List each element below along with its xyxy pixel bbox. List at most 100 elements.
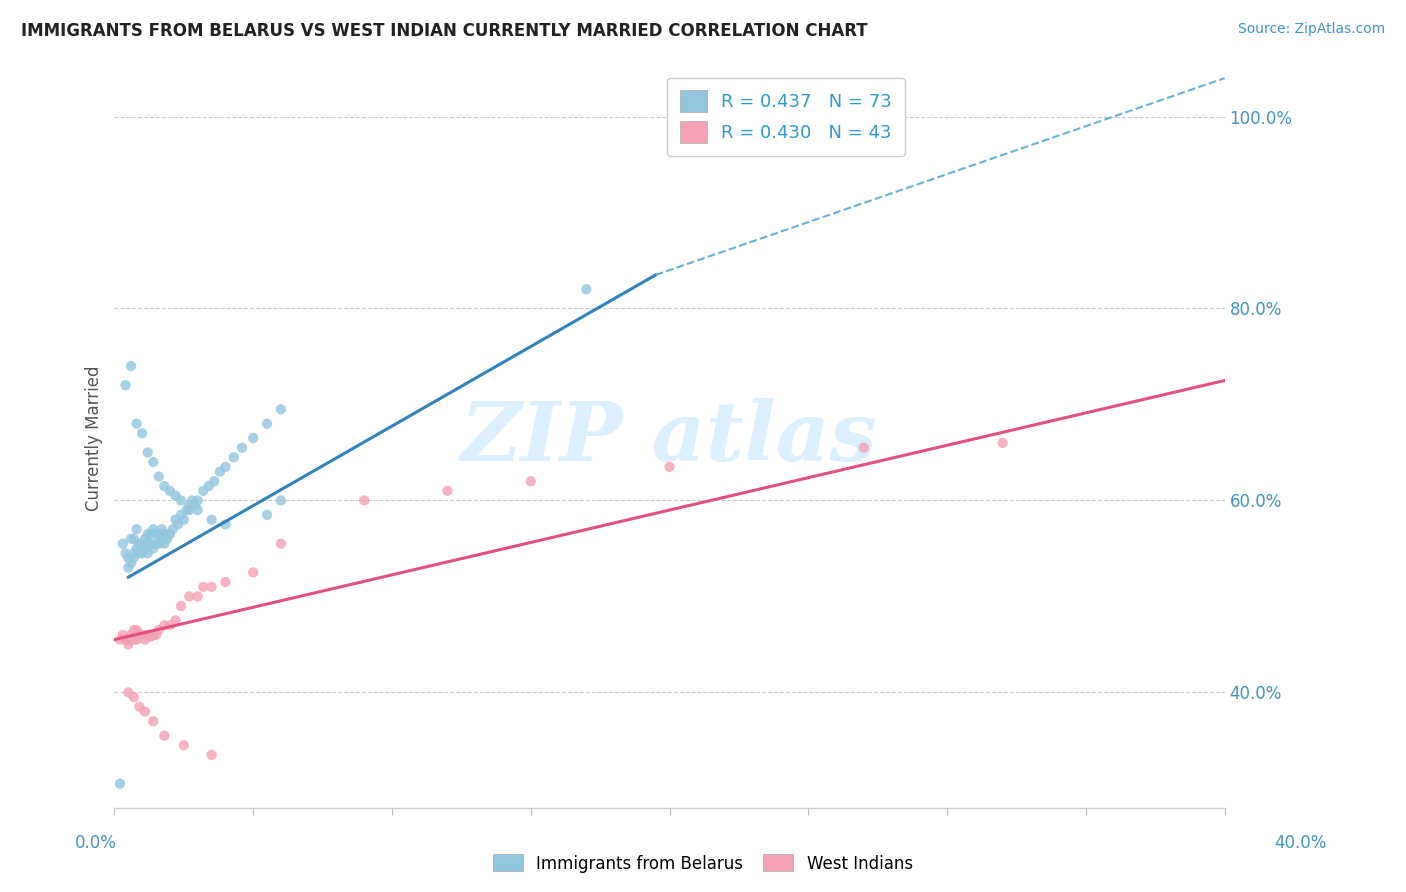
Point bbox=[173, 738, 195, 752]
Point bbox=[200, 513, 222, 527]
Point bbox=[117, 685, 139, 699]
Point bbox=[256, 508, 278, 522]
Point bbox=[145, 536, 167, 550]
Text: ZIP atlas: ZIP atlas bbox=[461, 398, 877, 478]
Point bbox=[134, 632, 156, 647]
Point bbox=[658, 459, 681, 474]
Point bbox=[136, 536, 159, 550]
Point bbox=[117, 560, 139, 574]
Point bbox=[139, 630, 162, 644]
Point bbox=[128, 546, 150, 560]
Point bbox=[153, 618, 176, 632]
Point bbox=[436, 483, 458, 498]
Point bbox=[120, 628, 142, 642]
Point bbox=[128, 536, 150, 550]
Point bbox=[117, 551, 139, 566]
Point bbox=[214, 459, 236, 474]
Point bbox=[125, 632, 148, 647]
Point bbox=[120, 632, 142, 647]
Point bbox=[120, 532, 142, 546]
Point bbox=[214, 575, 236, 590]
Point bbox=[148, 527, 170, 541]
Point bbox=[179, 503, 201, 517]
Point bbox=[142, 522, 165, 536]
Point bbox=[131, 628, 153, 642]
Point bbox=[136, 527, 159, 541]
Point bbox=[122, 546, 145, 560]
Point bbox=[193, 483, 215, 498]
Point bbox=[181, 493, 204, 508]
Point bbox=[242, 566, 264, 580]
Point bbox=[153, 729, 176, 743]
Point bbox=[165, 489, 187, 503]
Point bbox=[142, 455, 165, 469]
Point bbox=[187, 503, 209, 517]
Legend: R = 0.437   N = 73, R = 0.430   N = 43: R = 0.437 N = 73, R = 0.430 N = 43 bbox=[668, 78, 905, 156]
Point bbox=[159, 483, 181, 498]
Point bbox=[122, 623, 145, 637]
Point bbox=[173, 513, 195, 527]
Point bbox=[111, 536, 134, 550]
Text: IMMIGRANTS FROM BELARUS VS WEST INDIAN CURRENTLY MARRIED CORRELATION CHART: IMMIGRANTS FROM BELARUS VS WEST INDIAN C… bbox=[21, 22, 868, 40]
Point bbox=[256, 417, 278, 431]
Point bbox=[270, 536, 292, 550]
Point bbox=[114, 546, 136, 560]
Point bbox=[153, 536, 176, 550]
Point bbox=[125, 541, 148, 556]
Point bbox=[193, 580, 215, 594]
Point bbox=[150, 522, 173, 536]
Point bbox=[270, 493, 292, 508]
Point bbox=[148, 469, 170, 483]
Point bbox=[131, 426, 153, 441]
Point bbox=[108, 632, 131, 647]
Point bbox=[159, 618, 181, 632]
Point bbox=[187, 493, 209, 508]
Point bbox=[353, 493, 375, 508]
Point bbox=[179, 590, 201, 604]
Point bbox=[197, 479, 219, 493]
Point bbox=[153, 527, 176, 541]
Point bbox=[179, 498, 201, 512]
Point bbox=[145, 527, 167, 541]
Point bbox=[165, 513, 187, 527]
Point bbox=[139, 527, 162, 541]
Point bbox=[991, 435, 1014, 450]
Point bbox=[111, 628, 134, 642]
Point bbox=[202, 475, 225, 489]
Point bbox=[128, 699, 150, 714]
Point bbox=[852, 441, 875, 455]
Point bbox=[222, 450, 245, 465]
Point bbox=[575, 282, 598, 296]
Point bbox=[139, 536, 162, 550]
Point bbox=[114, 378, 136, 392]
Point bbox=[148, 536, 170, 550]
Point bbox=[120, 556, 142, 570]
Point bbox=[142, 714, 165, 729]
Point bbox=[117, 637, 139, 651]
Point bbox=[184, 498, 207, 512]
Text: 40.0%: 40.0% bbox=[1274, 834, 1327, 852]
Text: 0.0%: 0.0% bbox=[75, 834, 117, 852]
Point bbox=[208, 465, 231, 479]
Point bbox=[131, 546, 153, 560]
Point bbox=[200, 747, 222, 762]
Point bbox=[134, 541, 156, 556]
Point bbox=[142, 541, 165, 556]
Point bbox=[125, 623, 148, 637]
Point bbox=[122, 690, 145, 705]
Point bbox=[170, 493, 193, 508]
Point bbox=[150, 532, 173, 546]
Point bbox=[156, 532, 179, 546]
Point bbox=[165, 614, 187, 628]
Point bbox=[270, 402, 292, 417]
Point bbox=[128, 628, 150, 642]
Point bbox=[167, 517, 190, 532]
Point bbox=[108, 776, 131, 790]
Point bbox=[170, 508, 193, 522]
Point bbox=[136, 445, 159, 459]
Point bbox=[122, 551, 145, 566]
Point bbox=[214, 517, 236, 532]
Y-axis label: Currently Married: Currently Married bbox=[86, 366, 103, 511]
Point bbox=[125, 522, 148, 536]
Point bbox=[114, 632, 136, 647]
